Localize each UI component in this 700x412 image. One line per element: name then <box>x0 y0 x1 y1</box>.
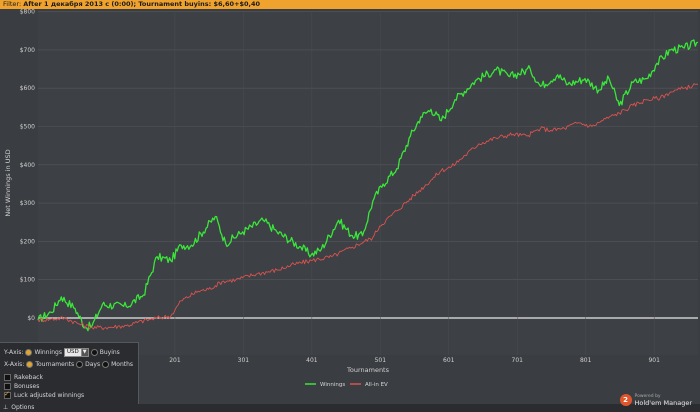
rakeback-row: Rakeback <box>4 374 43 381</box>
y-tick-label: $100 <box>20 277 35 284</box>
brand-logo: 2 Powered by Hold'em Manager <box>619 394 692 407</box>
options-toggle-bar[interactable]: ⊥ Options <box>0 404 700 412</box>
options-toggle-label[interactable]: Options <box>11 404 35 411</box>
rakeback-checkbox[interactable] <box>4 374 11 381</box>
x-tick-label: 601 <box>443 357 455 364</box>
bonuses-checkbox[interactable] <box>4 383 11 390</box>
luck-row: Luck adjusted winnings <box>4 390 85 399</box>
series-line-all-in-ev <box>37 83 699 331</box>
buyins-radio-label: Buyins <box>99 349 120 356</box>
months-radio[interactable] <box>102 361 110 368</box>
x-tick-label: 501 <box>375 357 387 364</box>
filter-value: After 1 декабря 2013 с (0:00); Tournamen… <box>23 0 261 8</box>
y-tick-label: $400 <box>20 162 35 169</box>
x-axis-row: X-Axis: Tournaments Days Months <box>4 361 133 368</box>
chevron-down-icon[interactable]: ▼ <box>81 348 89 357</box>
series-line-winnings <box>37 39 699 332</box>
winnings-radio[interactable] <box>25 349 33 356</box>
rakeback-label: Rakeback <box>14 374 43 381</box>
x-tick-label: 801 <box>580 357 592 364</box>
y-tick-label: $800 <box>20 9 35 16</box>
x-axis-label: X-Axis: <box>4 361 25 368</box>
tournaments-radio-label: Tournaments <box>35 361 75 368</box>
powered-by-text: Powered by <box>634 394 661 399</box>
caret-icon[interactable]: ⊥ <box>3 404 9 411</box>
y-tick-label: $500 <box>20 124 35 131</box>
y-tick-label: $0 <box>27 315 35 322</box>
days-radio-label: Days <box>85 361 101 368</box>
luck-adjusted-label: Luck adjusted winnings <box>14 392 85 399</box>
luck-adjusted-checkbox[interactable] <box>4 390 11 399</box>
winnings-radio-label: Winnings <box>34 349 62 356</box>
y-axis-title: Net Winnings in USD <box>4 149 12 216</box>
y-tick-label: $200 <box>20 238 35 245</box>
bonuses-row: Bonuses <box>4 383 39 390</box>
y-tick-label: $600 <box>20 85 35 92</box>
months-radio-label: Months <box>111 361 134 368</box>
x-tick-label: 701 <box>512 357 524 364</box>
y-axis-label: Y-Axis: <box>4 349 24 356</box>
options-panel: Y-Axis: Winnings USD ▼ Buyins X-Axis: Tou… <box>0 342 139 405</box>
y-tick-label: $700 <box>20 47 35 54</box>
plot-area <box>38 11 698 355</box>
currency-select[interactable]: USD <box>63 348 82 357</box>
y-axis-row: Y-Axis: Winnings USD ▼ Buyins <box>4 348 120 357</box>
x-tick-label: 901 <box>648 357 660 364</box>
tournaments-radio[interactable] <box>26 361 34 368</box>
y-tick-label: $300 <box>20 200 35 207</box>
hm-logo-icon: 2 <box>619 394 632 406</box>
net-winnings-chart: $0 $100 $200 $300 $400 $500 $600 $700 $800 201 301… <box>4 9 699 388</box>
legend-label: All-in EV <box>365 382 388 388</box>
filter-label: Filter: <box>3 0 22 8</box>
x-tick-label: 201 <box>169 357 181 364</box>
x-tick-label: 301 <box>238 357 250 364</box>
legend-label: Winnings <box>320 382 345 388</box>
brand-name: Hold'em Manager <box>634 399 692 407</box>
filter-bar: Filter: After 1 декабря 2013 с (0:00); To… <box>0 0 700 9</box>
days-radio[interactable] <box>76 361 84 368</box>
bonuses-label: Bonuses <box>14 383 40 390</box>
x-axis-title: Tournaments <box>346 366 390 374</box>
buyins-radio[interactable] <box>90 349 98 356</box>
x-tick-label: 401 <box>306 357 318 364</box>
